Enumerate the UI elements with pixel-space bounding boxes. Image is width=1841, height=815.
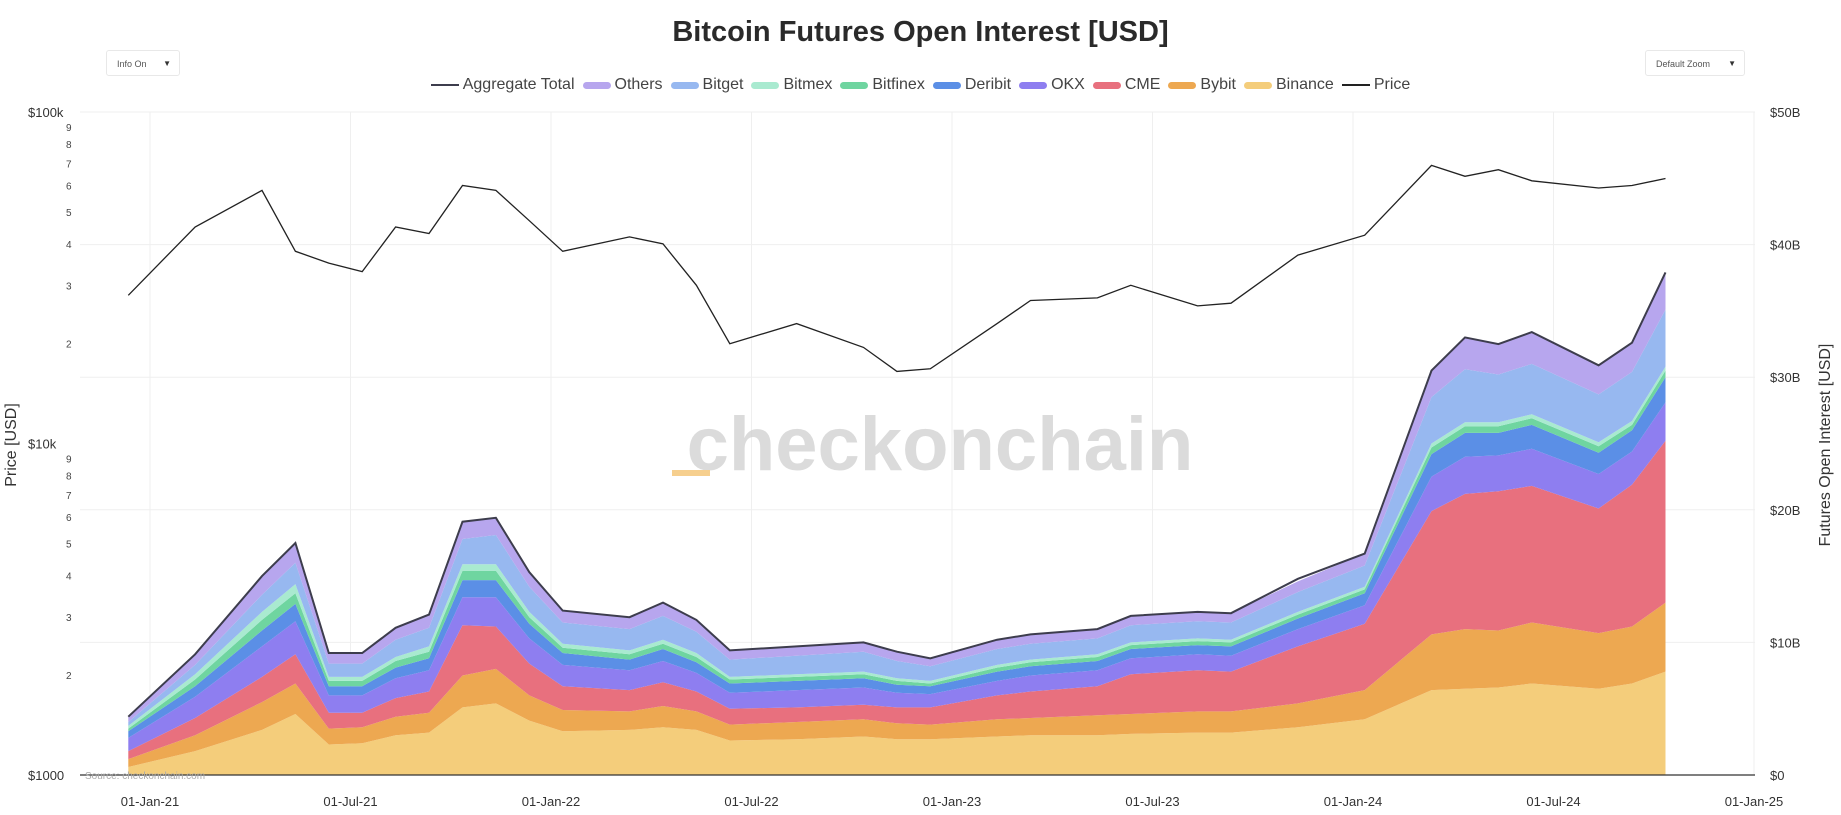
left-minor-tick-label: 7 [66, 159, 72, 170]
left-minor-tick-label: 8 [66, 140, 72, 151]
left-minor-tick-label: 4 [66, 571, 72, 582]
area-binance [128, 671, 1666, 775]
left-minor-tick-label: 9 [66, 455, 72, 466]
open-interest-areas [128, 272, 1666, 775]
area-cme [128, 440, 1666, 760]
legend-label: OKX [1051, 76, 1085, 93]
legend-swatch [670, 81, 699, 89]
right-tick-label: $0 [1770, 768, 1784, 783]
legend-swatch [582, 81, 611, 89]
price-line [127, 164, 1666, 373]
left-minor-tick-label: 6 [66, 513, 72, 524]
info-toggle-label: Info On [117, 59, 147, 69]
x-tick-label: 01-Jul-21 [323, 794, 377, 809]
watermark-accent [672, 470, 710, 476]
watermark: checkonchain [687, 402, 1194, 487]
left-minor-tick-label: 4 [66, 240, 72, 251]
left-minor-tick-label: 9 [66, 123, 72, 134]
chart-title: Bitcoin Futures Open Interest [USD] [672, 16, 1169, 48]
legend-label: Bitfinex [872, 76, 925, 93]
zoom-select-label: Default Zoom [1656, 59, 1711, 69]
legend-swatch [1341, 84, 1370, 86]
x-tick-label: 01-Jan-23 [923, 794, 982, 809]
legend-swatch [1092, 81, 1121, 89]
x-tick-label: 01-Jul-22 [724, 794, 778, 809]
chart-legend: Aggregate Total Others Bitget Bitmex Bitfine… [0, 76, 1841, 94]
legend-label: Price [1373, 76, 1411, 93]
left-minor-tick-label: 6 [66, 182, 72, 193]
legend-item-bitget[interactable]: Bitget [670, 76, 744, 94]
left-minor-tick-label: 7 [66, 491, 72, 502]
axes: 01-Jan-21 01-Jul-21 01-Jan-22 01-Jul-22 01-J… [28, 105, 1800, 809]
legend-swatch [1019, 81, 1048, 89]
legend-item-aggregate-total[interactable]: Aggregate Total [430, 76, 575, 94]
right-tick-label: $20B [1770, 503, 1800, 518]
legend-label: Deribit [964, 76, 1012, 93]
legend-label: Bitmex [783, 76, 833, 93]
legend-item-bitmex[interactable]: Bitmex [751, 76, 832, 94]
area-bybit [128, 602, 1666, 767]
right-tick-label: $50B [1770, 105, 1800, 120]
x-tick-label: 01-Jan-24 [1324, 794, 1383, 809]
x-tick-label: 01-Jan-21 [121, 794, 180, 809]
left-axis-title: Price [USD] [3, 403, 20, 487]
x-tick-label: 01-Jul-24 [1526, 794, 1580, 809]
left-tick-label: $10k [28, 437, 57, 452]
legend-swatch [751, 81, 780, 89]
x-tick-label: 01-Jan-25 [1725, 794, 1784, 809]
legend-swatch [1244, 81, 1272, 89]
legend-swatch [1168, 81, 1197, 89]
left-minor-tick-label: 5 [66, 539, 72, 550]
left-tick-label: $100k [28, 105, 64, 120]
right-tick-label: $30B [1770, 370, 1800, 385]
right-tick-label: $40B [1770, 238, 1800, 253]
chevron-down-icon: ▼ [1728, 59, 1736, 68]
chart-lines [127, 164, 1667, 718]
left-minor-tick-label: 2 [66, 340, 72, 351]
chevron-down-icon: ▼ [163, 59, 171, 68]
legend-swatch [840, 81, 869, 89]
right-tick-label: $10B [1770, 635, 1800, 650]
left-tick-label: $1000 [28, 768, 64, 783]
legend-label: Bitget [702, 76, 744, 93]
left-minor-tick-label: 2 [66, 671, 72, 682]
legend-item-price[interactable]: Price [1341, 76, 1411, 94]
left-minor-tick-label: 8 [66, 472, 72, 483]
aggregate-total-line [127, 271, 1667, 718]
legend-item-cme[interactable]: CME [1092, 76, 1161, 94]
legend-label: Binance [1276, 76, 1334, 93]
legend-swatch [430, 84, 459, 86]
legend-swatch [932, 81, 961, 89]
legend-label: Others [614, 76, 663, 93]
info-toggle-dropdown[interactable]: Info On ▼ [106, 50, 180, 76]
legend-item-others[interactable]: Others [582, 76, 663, 94]
legend-label: Bybit [1200, 76, 1236, 93]
legend-item-binance[interactable]: Binance [1244, 76, 1334, 94]
right-axis-title: Futures Open Interest [USD] [1817, 344, 1834, 547]
legend-label: Aggregate Total [462, 76, 575, 93]
legend-item-okx[interactable]: OKX [1019, 76, 1085, 94]
zoom-select-dropdown[interactable]: Default Zoom ▼ [1645, 50, 1745, 76]
legend-item-bitfinex[interactable]: Bitfinex [840, 76, 925, 94]
x-tick-label: 01-Jan-22 [522, 794, 581, 809]
left-minor-tick-label: 3 [66, 613, 72, 624]
x-tick-label: 01-Jul-23 [1125, 794, 1179, 809]
legend-item-deribit[interactable]: Deribit [932, 76, 1012, 94]
legend-item-bybit[interactable]: Bybit [1168, 76, 1236, 94]
left-minor-tick-label: 3 [66, 281, 72, 292]
left-minor-tick-label: 5 [66, 208, 72, 219]
source-note: Source: checkonchain.com [85, 771, 205, 782]
legend-label: CME [1124, 76, 1161, 93]
